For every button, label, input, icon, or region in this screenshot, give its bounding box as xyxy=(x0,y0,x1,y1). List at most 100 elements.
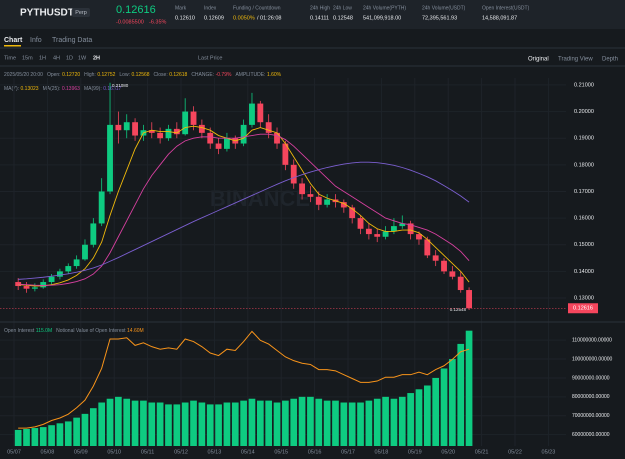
oi-bar xyxy=(206,404,214,446)
oi-bar xyxy=(115,396,122,446)
candle-body xyxy=(240,124,247,144)
ma-name: MA(25): xyxy=(43,86,61,92)
y-tick-label: 80000000.00000 xyxy=(572,394,610,400)
tab-underline xyxy=(4,45,21,47)
stat-value: 14,588,091.87 xyxy=(482,15,517,21)
symbol[interactable]: PYTHUSDT xyxy=(20,8,74,19)
info-item: Low: xyxy=(119,72,130,78)
info-item: 0.12752 xyxy=(97,72,115,78)
oi-bar xyxy=(173,404,181,446)
x-tick-label: 05/23 xyxy=(542,449,556,455)
view-option[interactable]: Trading View xyxy=(558,57,593,63)
toolbar-item[interactable]: 1W xyxy=(78,55,87,61)
oi-bar xyxy=(315,398,323,446)
candle-body xyxy=(82,244,88,260)
stat-value: 0.12548 xyxy=(333,15,353,21)
x-tick-label: 05/19 xyxy=(408,449,422,455)
x-tick-label: 05/20 xyxy=(441,449,455,455)
y-tick-label: 0.16000 xyxy=(574,216,594,222)
candle-body xyxy=(48,276,55,283)
candle-body xyxy=(274,132,280,144)
x-tick-label: 05/10 xyxy=(107,449,121,455)
x-tick-label: 05/22 xyxy=(508,449,522,455)
oi-bar xyxy=(298,396,306,446)
oi-bar xyxy=(465,330,473,446)
oi-bar xyxy=(140,400,147,446)
x-tick-label: 05/12 xyxy=(174,449,188,455)
oi-name: Open Interest xyxy=(4,328,35,334)
candle-body xyxy=(57,271,63,277)
oi-bar xyxy=(106,398,114,446)
ma-value: 0.13023 xyxy=(21,86,39,92)
view-option[interactable]: Depth xyxy=(602,57,618,63)
oi-legend: Open Interest 115.0M Notional Value of Ope… xyxy=(4,328,144,334)
stat-label: 24h Low xyxy=(333,5,352,11)
oi-bar xyxy=(348,402,356,446)
oi-bar xyxy=(415,389,423,446)
view-option[interactable]: Original xyxy=(528,57,549,63)
candle-body xyxy=(107,124,113,192)
y-tick-label: 0.18000 xyxy=(574,162,594,168)
stat-label: Funding / Countdown xyxy=(233,5,281,11)
candle-body xyxy=(265,122,272,133)
oi-bar xyxy=(98,402,106,446)
candle-body xyxy=(282,143,289,165)
ma-value: 0.16317 xyxy=(103,86,121,92)
info-item: Open: xyxy=(47,72,61,78)
candle-body xyxy=(98,191,105,224)
x-tick-label: 05/18 xyxy=(375,449,389,455)
y-tick-label: 60000000.00000 xyxy=(572,432,610,438)
oi-bar xyxy=(181,402,189,446)
oi-value: 115.0M xyxy=(36,328,52,334)
oi-bar xyxy=(81,413,89,446)
tag: Perp xyxy=(75,10,87,16)
oi-bar xyxy=(123,398,131,446)
stat-value: 0.12610 xyxy=(175,15,195,21)
candle-body xyxy=(290,164,297,184)
oi-bar xyxy=(23,428,30,446)
y-tick-label: 100000000.00000 xyxy=(572,356,613,362)
oi-bar xyxy=(56,423,64,446)
ma-line xyxy=(18,133,470,286)
tab[interactable]: Info xyxy=(30,37,42,44)
ma-name: MA(99): xyxy=(84,86,102,92)
info-item: -0.79% xyxy=(216,72,232,78)
candle-body xyxy=(207,132,214,144)
y-tick-label: 70000000.00000 xyxy=(572,413,610,419)
x-tick-label: 05/08 xyxy=(41,449,55,455)
oi-bar xyxy=(290,398,298,446)
toolbar-item[interactable]: Last Price xyxy=(198,55,222,61)
y-tick-label: 90000000.00000 xyxy=(572,375,610,381)
toolbar-item[interactable]: 15m xyxy=(22,55,33,61)
candle-body xyxy=(416,234,422,240)
candle-body xyxy=(249,103,255,125)
candle-body xyxy=(224,138,230,149)
toolbar-item[interactable]: Time xyxy=(4,55,16,61)
oi-bar xyxy=(365,400,373,446)
info-item: 2025/05/20 20:00 xyxy=(4,72,43,78)
toolbar-item[interactable]: 1D xyxy=(66,55,73,61)
candle-body xyxy=(190,111,197,125)
candle-body xyxy=(165,128,172,139)
toolbar-item[interactable]: 2H xyxy=(93,55,100,61)
oi-bar xyxy=(323,400,331,446)
toolbar-item[interactable]: 1H xyxy=(39,55,46,61)
info-item: 0.12568 xyxy=(131,72,149,78)
y-tick-label: 0.15000 xyxy=(574,242,594,248)
candle-body xyxy=(73,259,80,267)
oi-bar xyxy=(307,396,314,446)
oi-bar xyxy=(31,428,39,446)
tab[interactable]: Chart xyxy=(4,37,23,44)
x-tick-label: 05/13 xyxy=(208,449,222,455)
tab[interactable]: Trading Data xyxy=(52,37,92,44)
oi-bar xyxy=(156,402,164,446)
oi-bar xyxy=(64,421,72,446)
oi-bar xyxy=(390,398,398,446)
y-tick-label: 0.19000 xyxy=(574,136,594,142)
info-item: High: xyxy=(84,72,96,78)
candle-body xyxy=(182,111,189,135)
toolbar-item[interactable]: 4H xyxy=(53,55,60,61)
candle-body xyxy=(23,286,30,289)
info-item: 0.12618 xyxy=(169,72,187,78)
